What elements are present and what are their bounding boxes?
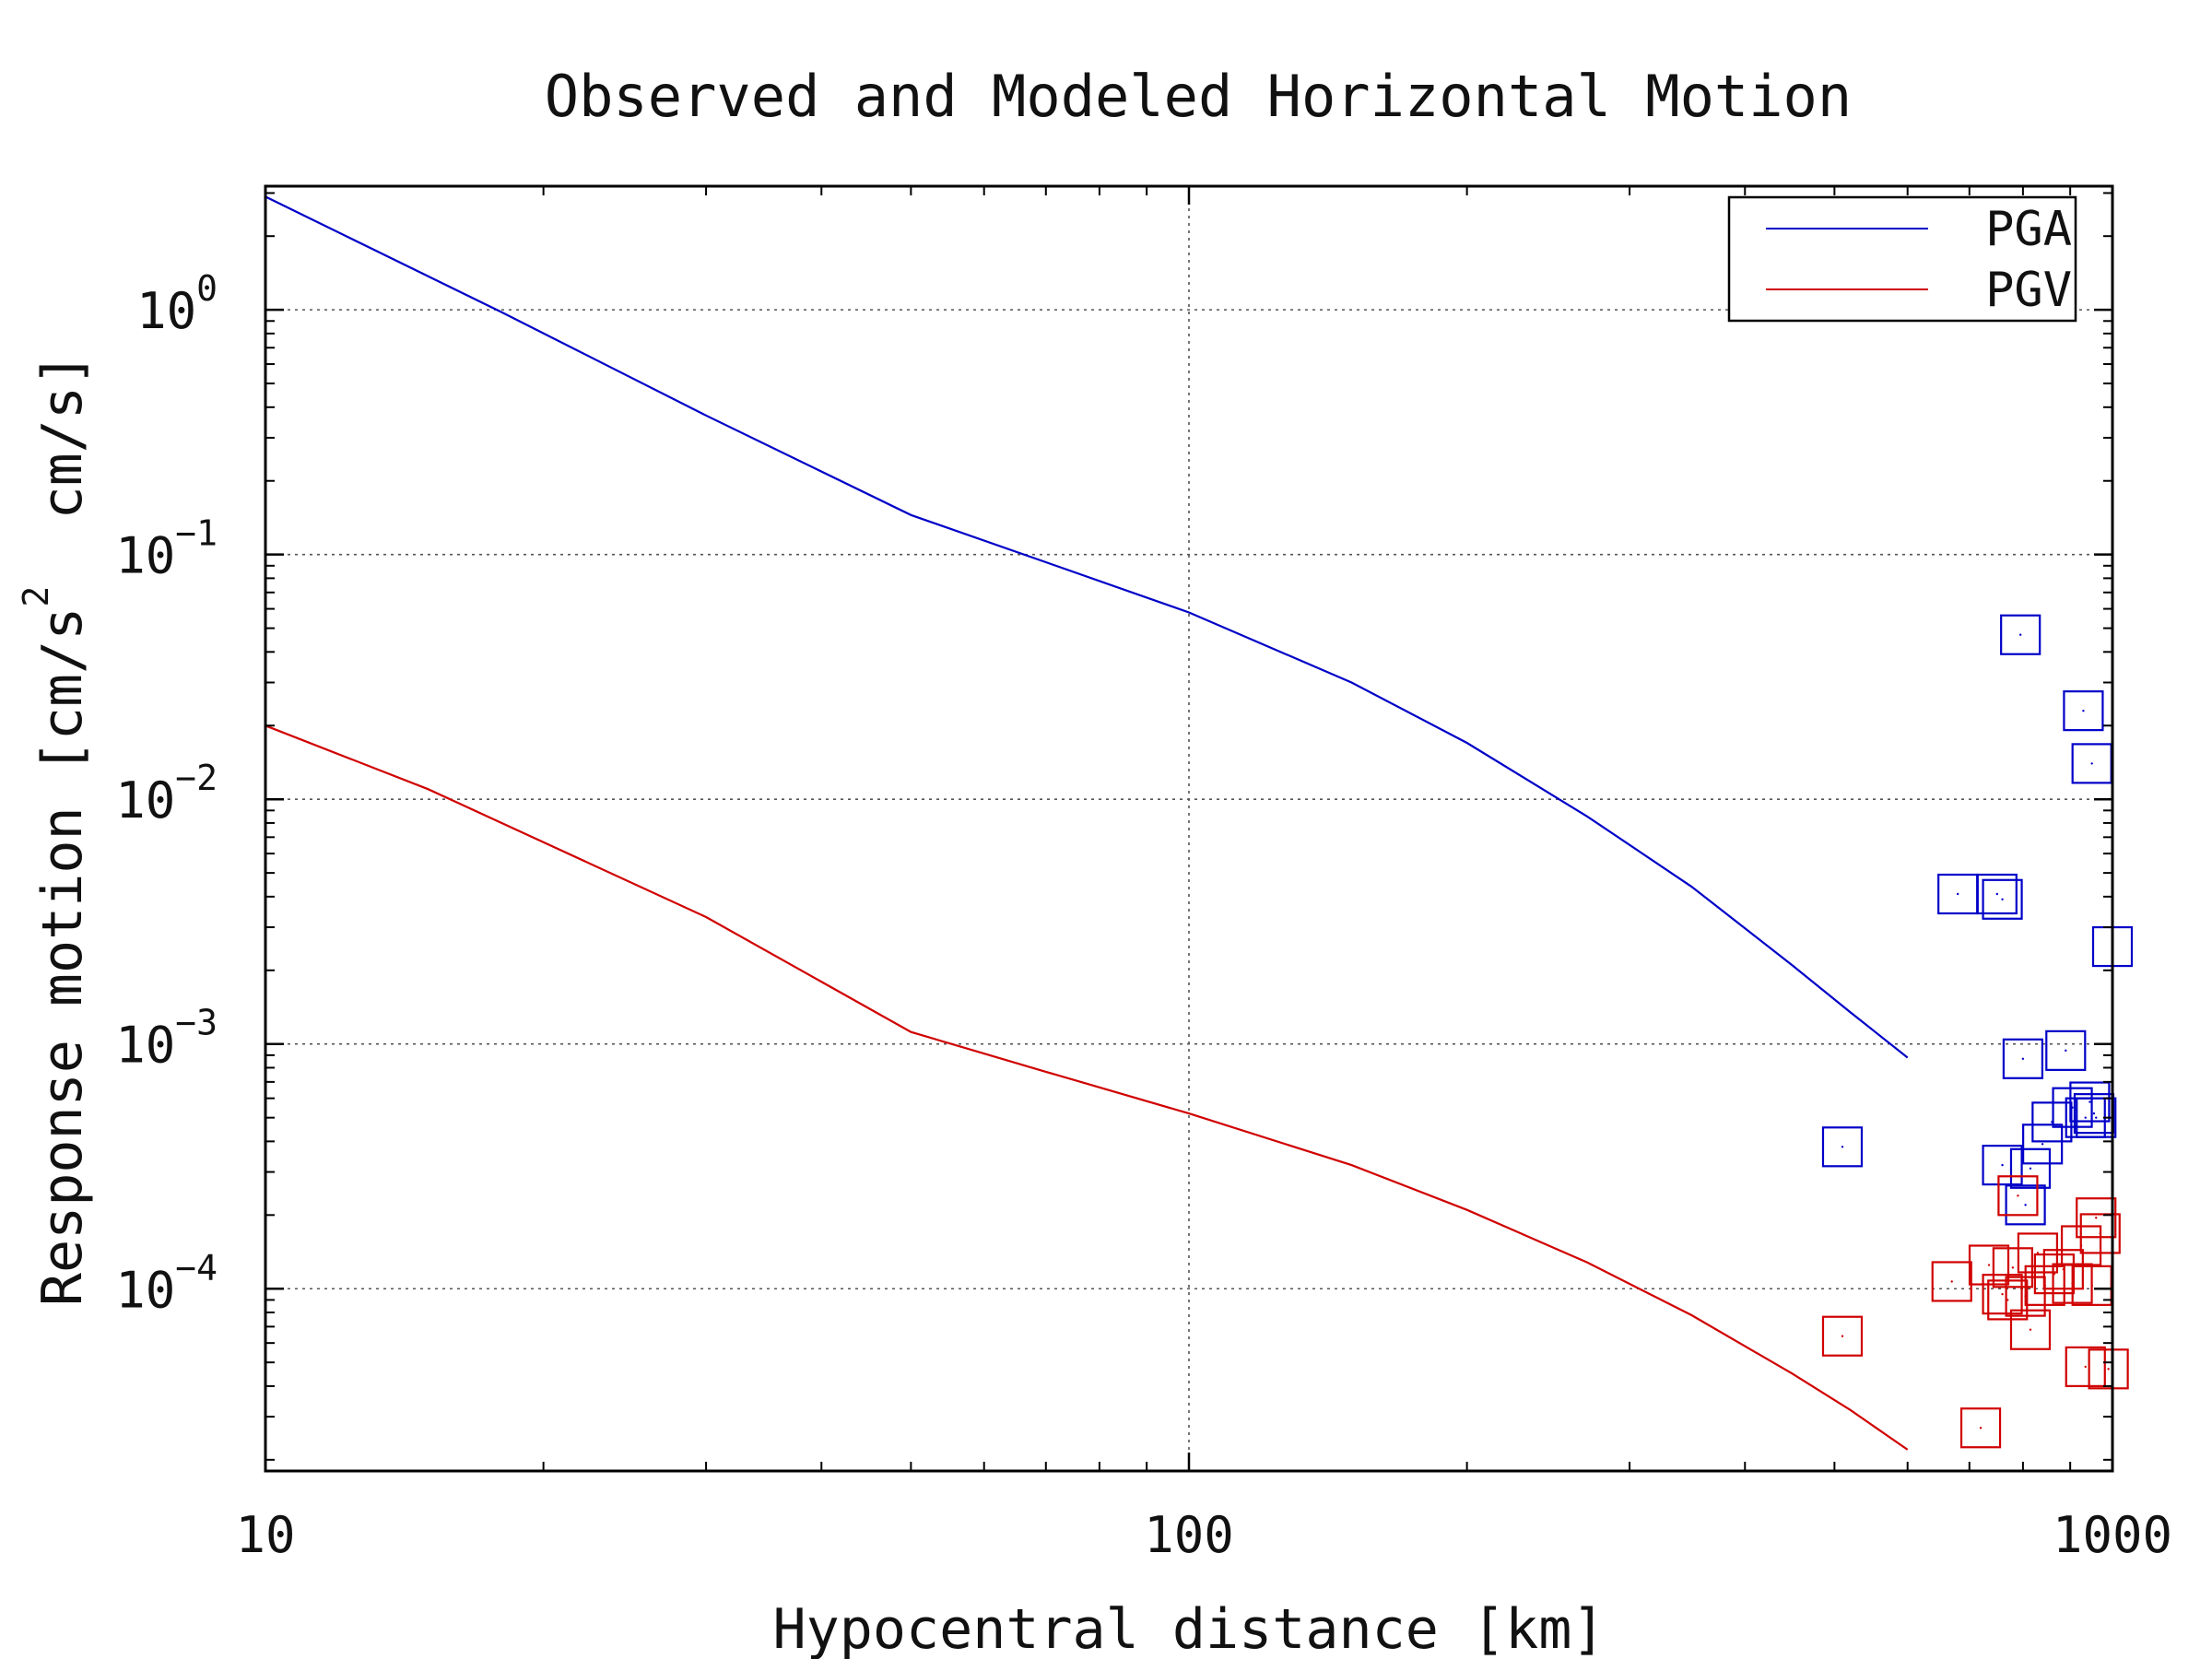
- data-point-marker: [2079, 1213, 2121, 1254]
- data-point-marker: [2009, 1309, 2052, 1350]
- legend-label-pgv: PGV: [1985, 263, 2072, 318]
- legend: PGA PGV: [1727, 195, 2077, 323]
- data-point-center: [1950, 1280, 1953, 1283]
- data-point-marker: [2042, 1249, 2084, 1290]
- data-point-center: [2095, 1217, 2098, 1219]
- legend-label-pga: PGA: [1985, 202, 2072, 257]
- data-point-marker: [2076, 1097, 2117, 1138]
- y-tick-label: 10−3: [115, 1003, 218, 1075]
- data-point-center: [1995, 892, 1999, 896]
- y-tick-exponent: 0: [196, 268, 218, 309]
- data-point-marker: [1959, 1407, 2002, 1449]
- data-point-center: [2001, 1292, 2004, 1296]
- data-point-center: [2095, 1116, 2098, 1119]
- data-point-center: [2029, 1328, 2032, 1331]
- x-tick-labels: 10 100 1000: [235, 1506, 2172, 1564]
- data-point-center: [2088, 1100, 2091, 1103]
- y-tick-base: 10: [136, 282, 196, 340]
- data-point-center: [2092, 1112, 2096, 1115]
- data-point-marker: [1931, 1261, 1972, 1302]
- y-axis-label-tail: cm/s]: [30, 353, 95, 586]
- data-point-marker: [1982, 878, 2023, 920]
- series-layer: [265, 195, 2134, 1451]
- data-point-center: [2062, 1268, 2065, 1271]
- y-tick-label: 10−1: [115, 513, 218, 585]
- data-point-marker: [2031, 1101, 2073, 1143]
- data-point-center: [2029, 1167, 2032, 1170]
- series-line-pga: [265, 195, 1909, 1059]
- data-point-marker: [1821, 1315, 1864, 1357]
- data-point-center: [2017, 1194, 2019, 1197]
- data-point-center: [2082, 709, 2085, 712]
- grid: [265, 186, 2112, 1471]
- data-point-center: [1956, 892, 1959, 896]
- data-point-center: [2107, 1368, 2110, 1371]
- data-point-marker: [2065, 1346, 2106, 1387]
- y-tick-label: 10−2: [115, 758, 218, 830]
- tick-marks: [264, 186, 2114, 1471]
- y-axis-label-sup: 2: [16, 586, 56, 607]
- data-point-center: [2065, 1049, 2067, 1053]
- data-point-marker: [1992, 1247, 2033, 1288]
- data-point-center: [2001, 898, 2004, 900]
- y-axis-label-main: Response motion [cm/s: [30, 607, 95, 1307]
- data-point-marker: [2088, 1348, 2129, 1390]
- x-tick-label: 1000: [2053, 1506, 2172, 1564]
- data-point-marker: [2005, 1184, 2046, 1226]
- chart-title: Observed and Modeled Horizontal Motion: [545, 63, 1852, 130]
- legend-box: [1727, 195, 2077, 323]
- data-point-center: [1841, 1146, 1844, 1148]
- data-point-center: [2018, 633, 2022, 636]
- y-tick-exponent: −1: [175, 513, 218, 554]
- data-point-marker: [1982, 1145, 2023, 1186]
- data-point-center: [1841, 1335, 1844, 1337]
- data-point-center: [2036, 1252, 2040, 1254]
- x-tick-label: 10: [235, 1506, 295, 1564]
- data-point-center: [2011, 1266, 2015, 1269]
- data-point-center: [2024, 1204, 2027, 1206]
- data-point-center: [2051, 1121, 2053, 1124]
- data-point-marker: [1982, 1274, 2023, 1315]
- data-point-center: [2090, 1284, 2093, 1288]
- data-point-marker: [1997, 1175, 2039, 1217]
- y-tick-label: 100: [136, 268, 218, 340]
- data-point-center: [2084, 1116, 2087, 1119]
- data-point-marker: [1987, 1279, 2029, 1321]
- y-tick-exponent: −4: [175, 1247, 218, 1288]
- y-tick-base: 10: [115, 1017, 175, 1075]
- data-point-marker: [1976, 873, 2018, 915]
- y-tick-exponent: −3: [175, 1003, 218, 1043]
- data-point-marker: [2076, 1197, 2117, 1239]
- data-point-marker: [2022, 1124, 2064, 1165]
- data-point-center: [2099, 1232, 2101, 1235]
- data-point-center: [2041, 1143, 2044, 1146]
- x-axis-label: Hypocentral distance [km]: [772, 1597, 1605, 1659]
- data-point-marker: [2002, 1038, 2043, 1079]
- data-point-center: [2084, 1365, 2087, 1369]
- data-point-marker: [2052, 1087, 2093, 1128]
- data-point-center: [1987, 1264, 1991, 1266]
- data-point-marker: [1821, 1126, 1864, 1168]
- data-point-center: [2090, 762, 2093, 765]
- y-tick-base: 10: [115, 771, 175, 830]
- y-tick-base: 10: [115, 527, 175, 585]
- data-point-marker: [2017, 1232, 2059, 1274]
- data-point-center: [2001, 1163, 2004, 1167]
- y-tick-label: 10−4: [115, 1247, 218, 1319]
- series-line-pgv: [265, 724, 1909, 1451]
- data-point-center: [2021, 1057, 2025, 1060]
- data-point-marker: [2033, 1253, 2075, 1295]
- x-tick-label: 100: [1144, 1506, 1234, 1564]
- y-tick-base: 10: [115, 1261, 175, 1319]
- y-axis-label: Response motion [cm/s2 cm/s]: [16, 353, 95, 1306]
- data-point-center: [1979, 1427, 1983, 1430]
- data-point-marker: [2045, 1030, 2087, 1071]
- y-tick-exponent: −2: [175, 758, 218, 798]
- data-point-marker: [2063, 690, 2104, 732]
- data-point-marker: [2009, 1147, 2052, 1189]
- data-point-marker: [2000, 614, 2041, 655]
